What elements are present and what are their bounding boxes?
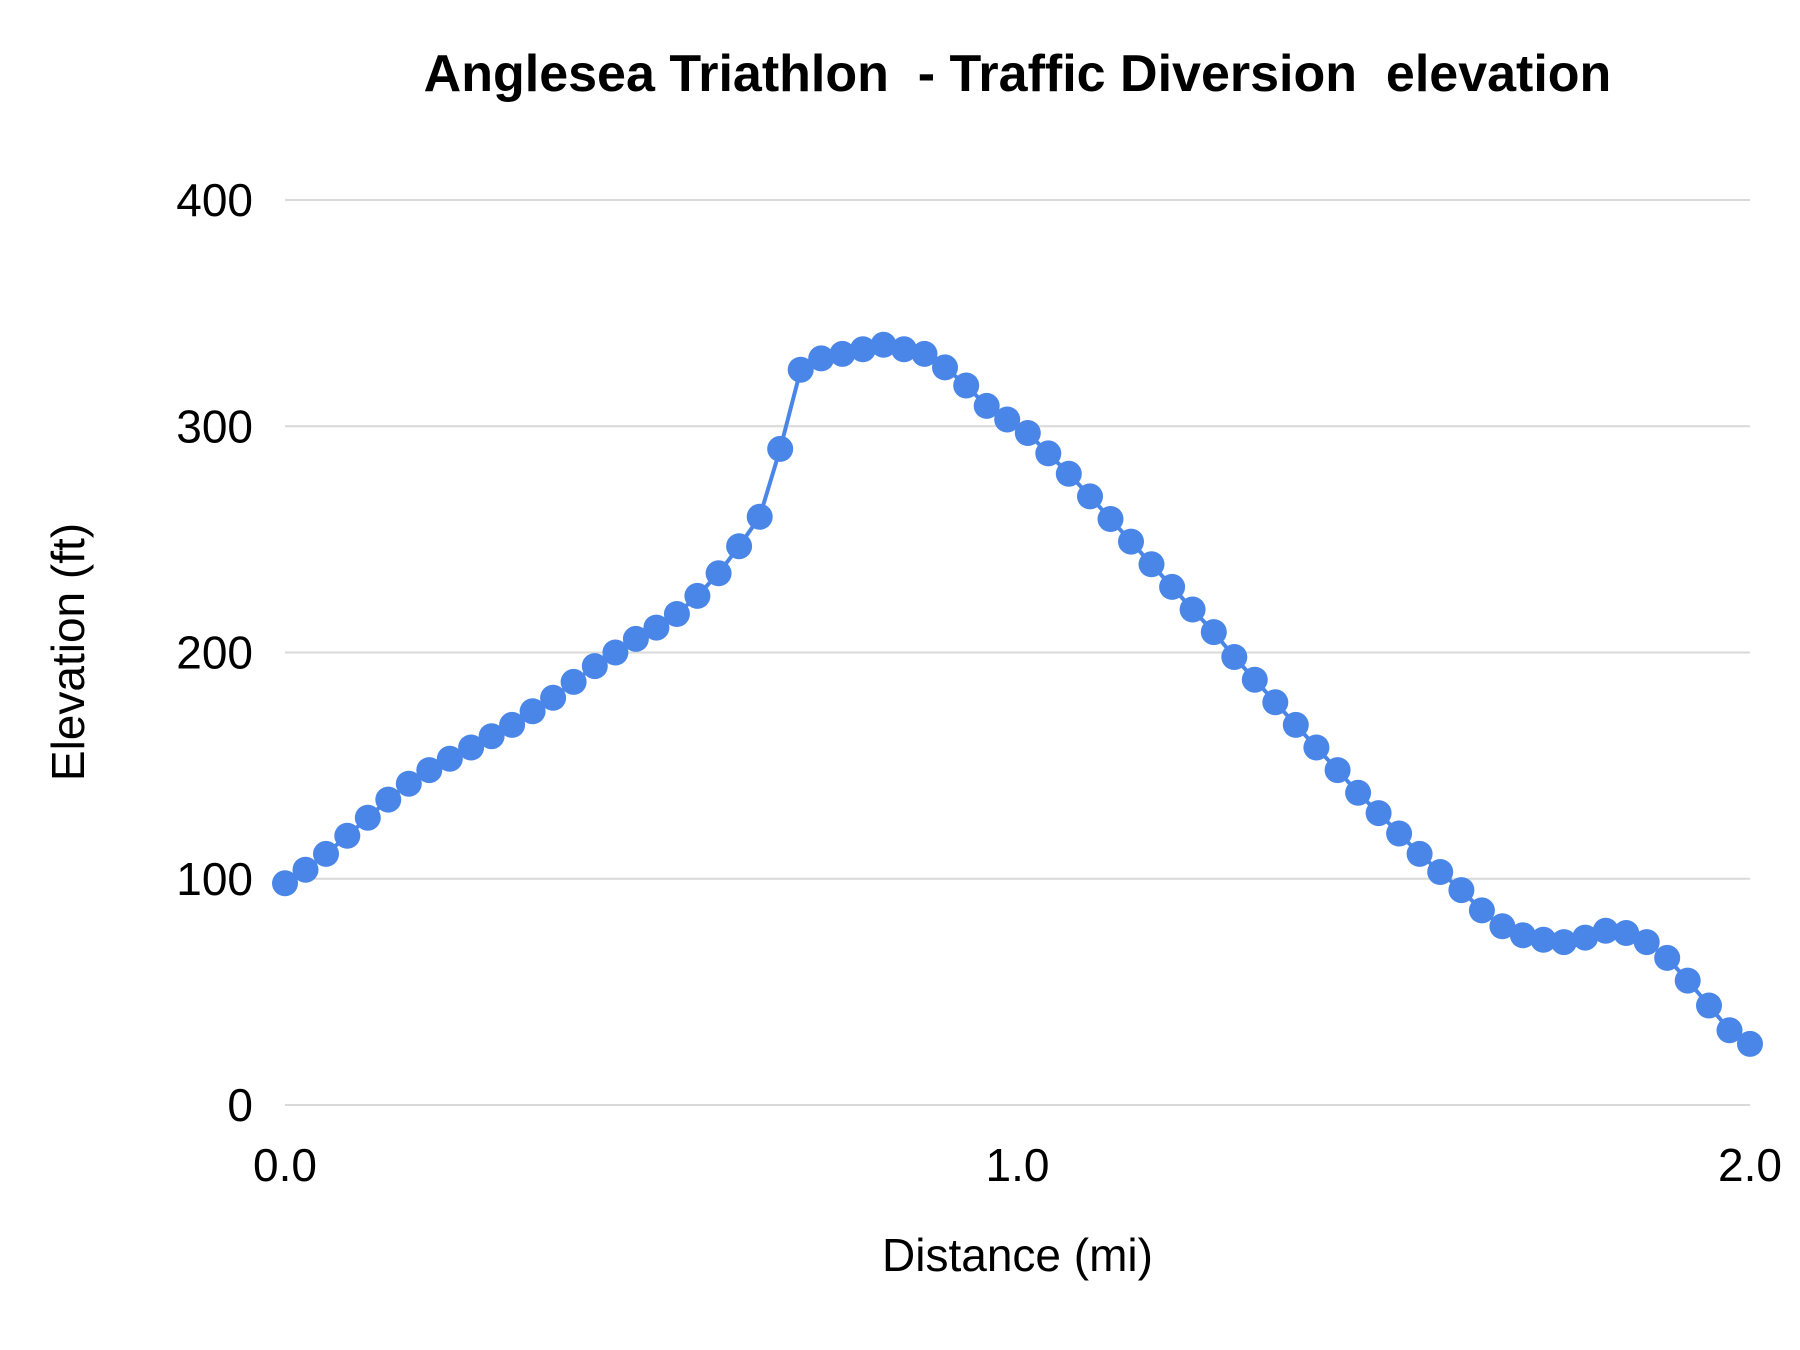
- data-point: [1696, 992, 1722, 1019]
- data-point: [746, 503, 773, 530]
- data-point: [458, 734, 485, 761]
- y-tick-label: 100: [176, 853, 253, 905]
- data-point: [478, 723, 505, 750]
- data-point: [1097, 506, 1124, 532]
- data-point: [1613, 920, 1640, 946]
- data-point: [1716, 1017, 1743, 1044]
- data-point: [1077, 483, 1103, 510]
- data-point: [622, 625, 649, 652]
- data-point: [1241, 666, 1268, 693]
- data-point: [1303, 734, 1330, 761]
- data-point: [1014, 420, 1041, 446]
- data-point: [1386, 820, 1413, 847]
- data-point: [395, 770, 422, 797]
- data-point: [705, 560, 732, 587]
- data-point: [602, 639, 629, 666]
- data-point: [1509, 922, 1536, 949]
- data-point: [375, 786, 402, 813]
- data-point: [1572, 924, 1599, 951]
- data-point: [1221, 644, 1248, 670]
- data-point: [973, 392, 1000, 419]
- y-tick-label: 400: [176, 174, 253, 226]
- data-point: [1633, 929, 1660, 956]
- y-tick-label: 300: [176, 400, 253, 452]
- data-point: [1324, 757, 1351, 784]
- y-axis-label: Elevation (ft): [42, 522, 94, 782]
- data-point: [1200, 619, 1227, 646]
- data-point: [829, 340, 856, 367]
- data-point: [499, 711, 526, 738]
- data-point: [272, 870, 298, 897]
- chart-title: Anglesea Triathlon - Traffic Diversion e…: [423, 45, 1612, 103]
- data-point: [1427, 859, 1454, 885]
- data-point: [1055, 460, 1082, 487]
- data-point: [1159, 573, 1186, 600]
- data-point: [1489, 913, 1516, 940]
- data-point: [292, 856, 319, 883]
- data-point: [849, 336, 876, 363]
- data-point: [1406, 840, 1433, 867]
- data-point: [313, 840, 339, 867]
- data-point: [354, 804, 381, 831]
- data-point: [519, 698, 546, 725]
- data-point: [911, 340, 938, 367]
- data-point: [870, 331, 897, 358]
- data-point: [436, 745, 463, 772]
- data-point: [1654, 944, 1681, 971]
- data-point: [808, 345, 835, 372]
- data-point: [1674, 967, 1701, 994]
- data-point: [334, 822, 361, 849]
- data-point: [1345, 779, 1372, 806]
- y-tick-label: 200: [176, 627, 253, 679]
- data-point: [663, 601, 690, 627]
- x-tick-label: 0.0: [253, 1139, 317, 1191]
- data-point: [1737, 1030, 1763, 1057]
- data-point: [416, 757, 443, 784]
- data-point: [994, 406, 1021, 433]
- data-point: [726, 533, 753, 560]
- data-point: [1118, 528, 1144, 555]
- data-point: [581, 653, 608, 680]
- data-point: [1035, 440, 1062, 467]
- data-point: [1530, 926, 1557, 953]
- data-point: [684, 582, 711, 609]
- data-point: [1262, 689, 1289, 716]
- data-point: [1365, 800, 1392, 827]
- x-tick-label: 2.0: [1718, 1139, 1782, 1191]
- data-point: [1468, 897, 1495, 924]
- data-point: [1282, 711, 1309, 738]
- x-axis-label: Distance (mi): [882, 1229, 1153, 1281]
- data-point: [643, 614, 670, 641]
- data-point: [540, 684, 567, 711]
- data-point: [953, 372, 980, 399]
- data-point: [1550, 929, 1577, 956]
- data-point: [1592, 917, 1619, 944]
- data-point: [1448, 877, 1475, 904]
- data-point: [891, 336, 917, 363]
- data-point: [787, 356, 814, 383]
- x-tick-label: 1.0: [986, 1139, 1050, 1191]
- data-point: [1138, 551, 1165, 578]
- data-point: [767, 435, 794, 462]
- data-point: [932, 354, 958, 381]
- y-tick-label: 0: [227, 1079, 253, 1131]
- data-point: [560, 668, 587, 695]
- data-point: [1179, 596, 1206, 623]
